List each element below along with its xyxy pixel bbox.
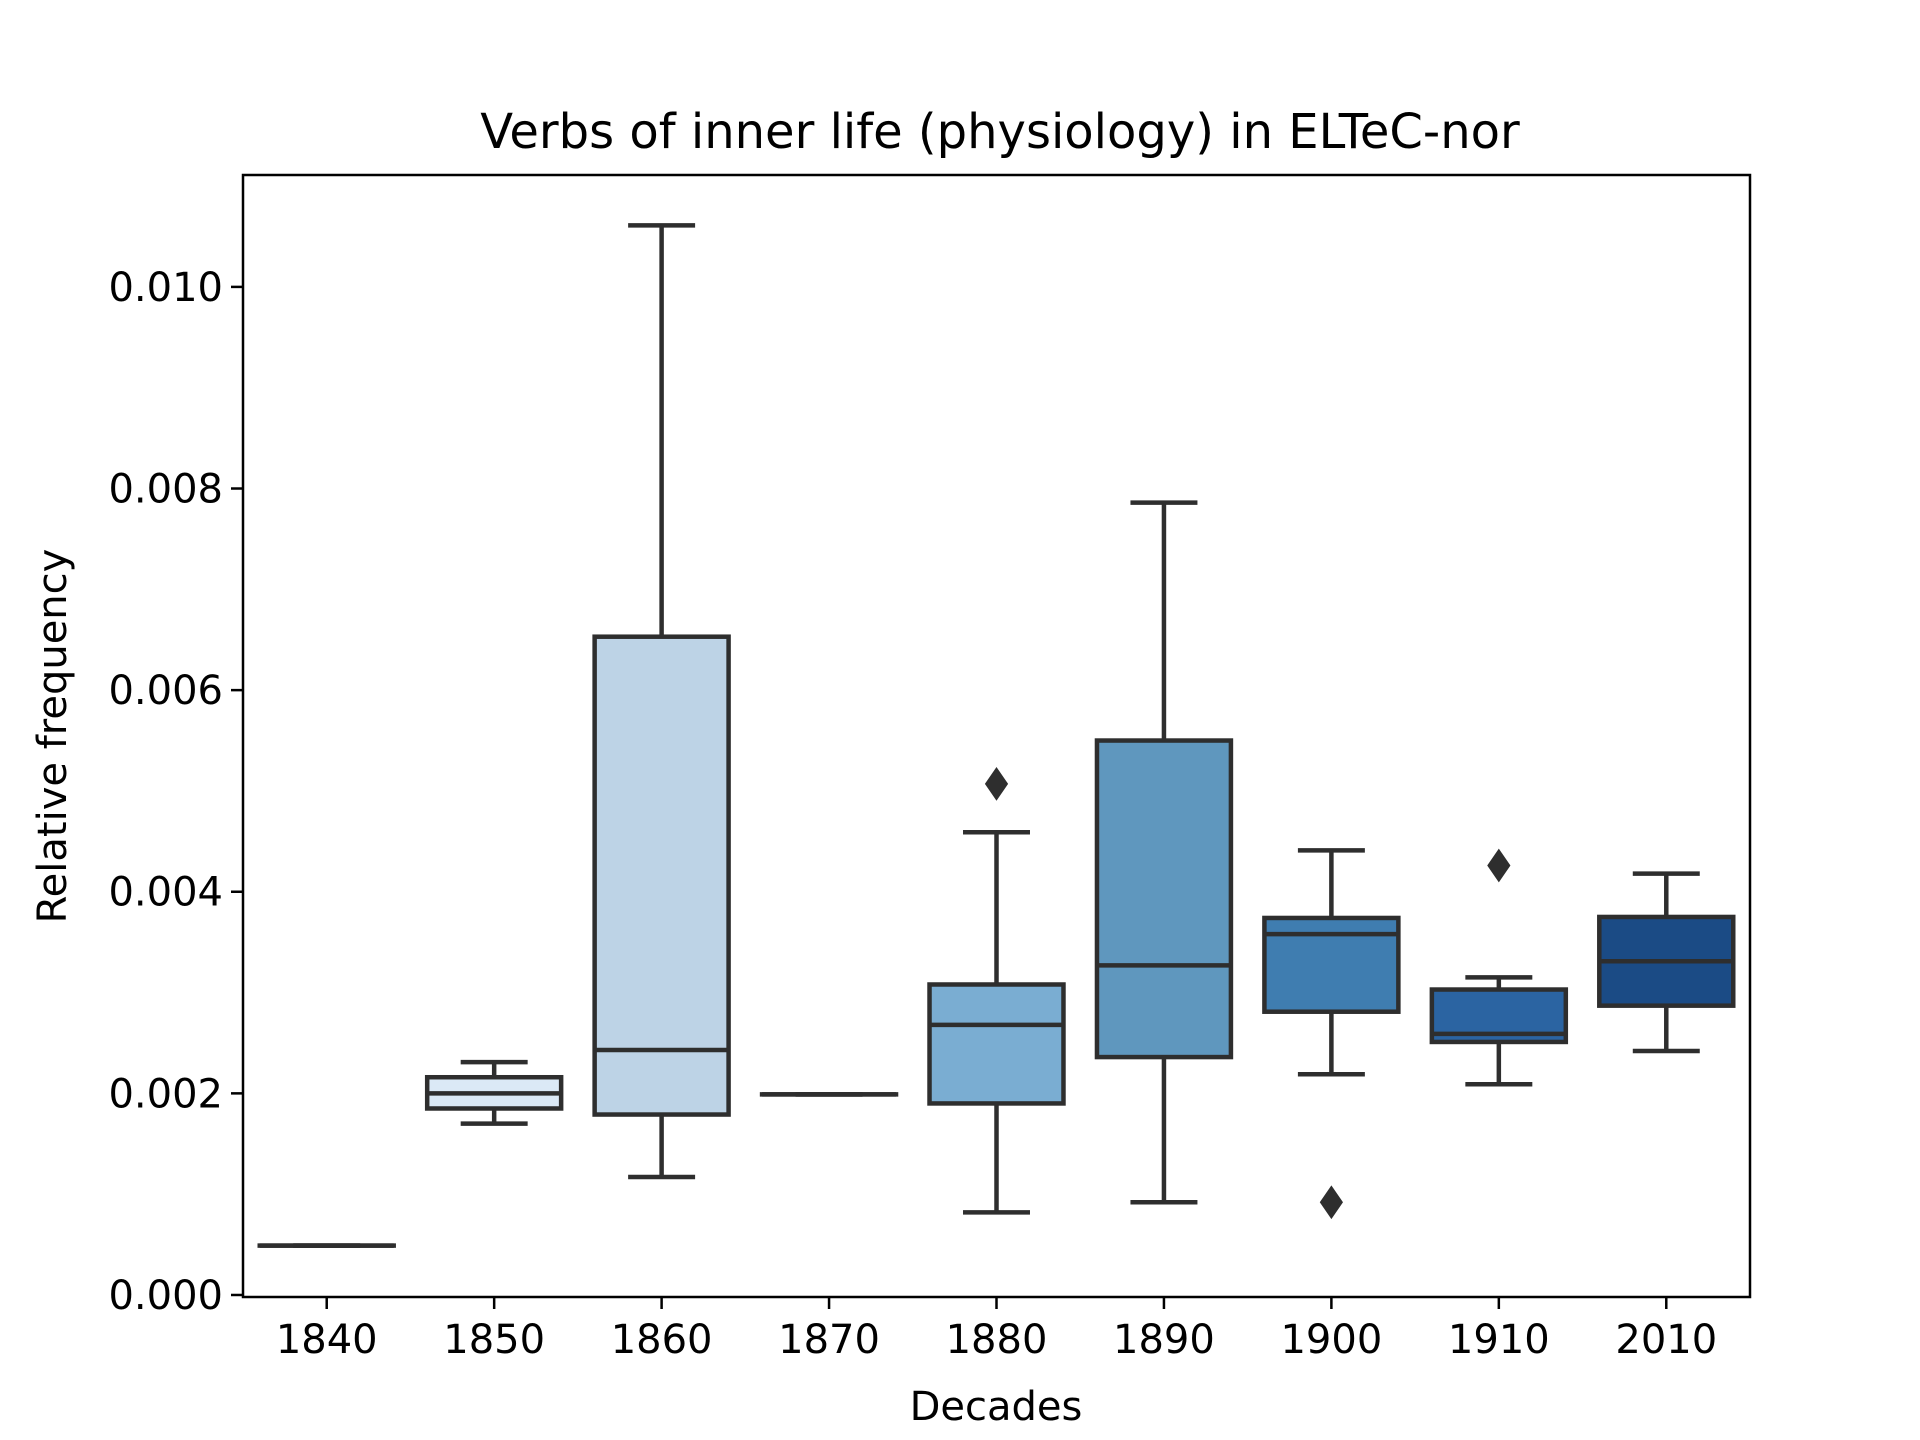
outlier-point	[984, 767, 1009, 801]
box-1880	[927, 767, 1066, 1215]
box-iqr	[592, 634, 731, 1117]
box-1910	[1429, 848, 1569, 1087]
y-tick-label: 0.000	[108, 1273, 223, 1319]
box-1860	[592, 223, 731, 1180]
x-tick-label: 1880	[946, 1317, 1048, 1363]
y-tick-label: 0.004	[108, 870, 223, 916]
x-tick-label: 1910	[1448, 1317, 1550, 1363]
x-tick-label: 2010	[1615, 1317, 1717, 1363]
x-tick-label: 1900	[1280, 1317, 1382, 1363]
outlier-point	[1319, 1185, 1343, 1220]
y-axis-label: Relative frequency	[30, 549, 76, 924]
x-tick-label: 1890	[1113, 1317, 1215, 1363]
x-axis-label: Decades	[910, 1384, 1083, 1430]
y-tick-label: 0.008	[108, 467, 223, 513]
chart-title: Verbs of inner life (physiology) in ELTe…	[480, 104, 1520, 160]
x-tick-label: 1870	[778, 1317, 880, 1363]
outlier-point	[1487, 848, 1511, 883]
box-iqr	[927, 982, 1066, 1106]
x-tick-label: 1860	[611, 1317, 713, 1363]
box-2010	[1597, 871, 1736, 1054]
x-axis: 1840 1850 1860 1870 1880 1890 1900 1910 2010	[276, 1297, 1717, 1363]
box-1890	[1094, 500, 1234, 1205]
box-iqr	[1094, 738, 1234, 1060]
y-tick-label: 0.010	[108, 265, 223, 311]
box-1900	[1262, 848, 1401, 1220]
x-tick-label: 1850	[443, 1317, 545, 1363]
box-1850	[424, 1059, 564, 1126]
y-tick-label: 0.002	[108, 1071, 223, 1117]
boxes-layer	[257, 223, 1736, 1248]
y-tick-label: 0.006	[108, 668, 223, 714]
y-axis: 0.000 0.002 0.004 0.006 0.008 0.010	[108, 265, 243, 1319]
x-tick-label: 1840	[276, 1317, 378, 1363]
